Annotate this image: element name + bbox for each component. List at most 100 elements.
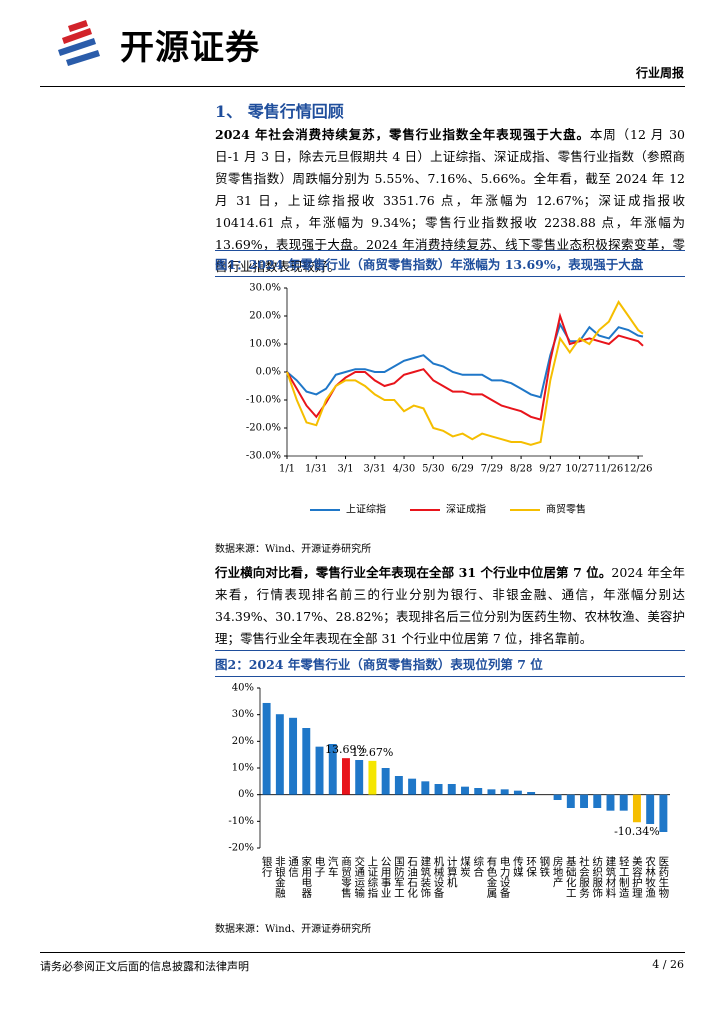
x-tick-label: 轻工制造: [618, 855, 630, 898]
x-tick-label: 通信: [287, 856, 299, 878]
paragraph: 2024 年社会消费持续复苏，零售行业指数全年表现强于大盘。本周（12 月 30…: [215, 124, 685, 278]
x-tick-label: 上证综指: [366, 856, 378, 899]
bar: [659, 794, 668, 832]
bar: [619, 794, 628, 811]
x-tick-label: 基础化工: [565, 855, 577, 898]
x-tick-label: 商贸零售: [340, 855, 352, 899]
report-type: 行业周报: [635, 66, 684, 80]
legend-label: 上证综指: [346, 503, 386, 516]
x-tick-label: 建筑装饰: [419, 855, 431, 899]
y-tick-label: 10%: [232, 763, 254, 774]
data-label: 12.67%: [351, 746, 393, 759]
bar: [580, 794, 588, 808]
bar: [262, 702, 271, 795]
x-tick-label: 电子: [314, 855, 326, 877]
x-tick-label: 农林牧渔: [644, 855, 656, 899]
x-tick-label: 8/28: [510, 464, 532, 475]
bar: [355, 760, 364, 795]
x-tick-label: 银行: [261, 855, 273, 878]
paragraph-body: 2024 年全年来看，行情表现排名前三的行业分别为银行、非银金融、通信，年涨幅分…: [215, 565, 685, 646]
x-tick-label: 机械设备: [433, 855, 445, 899]
bar: [421, 781, 430, 795]
bar: [487, 789, 496, 795]
bar: [474, 788, 483, 795]
series-line: [286, 321, 644, 399]
x-tick-label: 房地产: [552, 855, 564, 888]
y-tick-label: -20.0%: [246, 423, 281, 434]
series-line: [286, 300, 644, 446]
bar: [461, 786, 469, 795]
bar-chart: -20% -10% 0% 10% 20% 30% 40% 银行 非银金融 通信 家用电器 电子 汽车 商贸…: [228, 683, 670, 899]
y-tick-label: -10.0%: [246, 395, 281, 406]
x-tick-label: 石油石化: [406, 856, 418, 899]
bar: [447, 784, 456, 795]
x-tick-label: 11/26: [594, 464, 623, 475]
header-rule: [40, 86, 685, 87]
data-label: 13.69%: [325, 743, 367, 756]
legend-label: 深证成指: [446, 503, 486, 516]
x-tick-label: 传媒: [512, 856, 524, 878]
x-tick-label: 国防军工: [393, 856, 405, 898]
logo-text: 开源证券: [120, 28, 260, 68]
bar: [606, 794, 615, 811]
x-tick-label: 公用事业: [380, 856, 392, 898]
bar: [527, 792, 536, 795]
line-chart: -30.0% -20.0% -10.0% 0.0% 10.0% 20.0% 30.0% 1/1…: [246, 283, 653, 516]
bar: [342, 758, 350, 795]
figure-title: 图2：2024 年零售行业（商贸零售指数）表现位列第 7 位: [215, 650, 685, 677]
x-tick-label: 12/26: [624, 464, 653, 475]
x-tick-label: 电力设备: [499, 855, 511, 899]
x-tick-label: 9/27: [539, 464, 561, 475]
y-tick-label: 40%: [232, 683, 254, 694]
figure-source: 数据来源：Wind、开源证券研究所: [215, 544, 372, 555]
footer-rule: [40, 952, 685, 953]
bar: [513, 790, 522, 795]
x-tick-label: 汽车: [327, 855, 339, 878]
footer-disclaimer: 请务必参阅正文后面的信息披露和法律声明: [40, 960, 249, 973]
y-tick-label: -30.0%: [246, 451, 281, 462]
x-tick-label: 计算机: [446, 855, 458, 888]
bar: [368, 760, 377, 795]
paragraph-lead: 行业横向对比看，零售行业全年表现在全部 31 个行业中位居第 7 位。: [215, 565, 612, 580]
paragraph: 行业横向对比看，零售行业全年表现在全部 31 个行业中位居第 7 位。2024 …: [215, 562, 685, 650]
bar: [289, 717, 298, 795]
y-tick-label: 0.0%: [256, 367, 281, 378]
x-tick-label: 交通运输: [353, 855, 365, 899]
x-tick-label: 1/1: [279, 464, 295, 475]
y-tick-label: 30%: [232, 709, 254, 720]
bar: [394, 776, 403, 795]
figure-source: 数据来源：Wind、开源证券研究所: [215, 924, 372, 935]
page-number: 4 / 26: [652, 958, 684, 971]
y-tick-label: 20.0%: [249, 311, 281, 322]
bar: [646, 794, 655, 824]
x-tick-label: 有色金属: [485, 855, 497, 899]
x-tick-label: 社会服务: [578, 855, 590, 899]
x-tick-label: 美容护理: [631, 855, 643, 898]
paragraph-body: 本周（12 月 30 日-1 月 3 日，除去元旦假期共 4 日）上证综指、深证…: [215, 127, 685, 274]
x-tick-label: 3/31: [364, 464, 386, 475]
section-title: 1、 零售行情回顾: [215, 102, 344, 121]
y-tick-label: 0%: [238, 789, 254, 800]
x-tick-label: 6/29: [451, 464, 473, 475]
data-label: -10.34%: [614, 825, 660, 838]
bar: [553, 794, 562, 800]
bar: [302, 728, 311, 795]
x-tick-label: 7/29: [481, 464, 503, 475]
x-tick-label: 综合: [472, 855, 484, 878]
y-tick-label: -20%: [228, 843, 254, 854]
y-tick-label: 20%: [232, 736, 254, 747]
x-tick-label: 环保: [525, 856, 537, 878]
y-tick-label: 10.0%: [249, 339, 281, 350]
bar: [275, 714, 284, 795]
series-line: [286, 312, 644, 421]
bar: [593, 794, 602, 808]
figure-title: 图1：2024 年零售行业（商贸零售指数）年涨幅为 13.69%，表现强于大盘: [215, 250, 685, 277]
y-tick-label: 30.0%: [249, 283, 281, 294]
x-tick-label: 4/30: [393, 464, 415, 475]
x-tick-label: 钢铁: [538, 855, 550, 878]
bar: [566, 794, 575, 808]
bar: [500, 789, 509, 795]
bar: [434, 784, 443, 795]
x-tick-label: 家用电器: [300, 855, 312, 899]
